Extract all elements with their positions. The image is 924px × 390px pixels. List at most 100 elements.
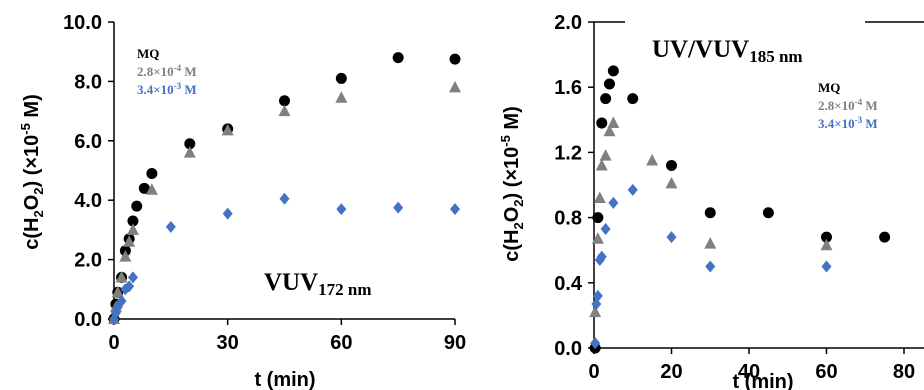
legend-3-unit: M: [862, 116, 878, 131]
chart-title: UV/VUV185 nm: [652, 36, 803, 66]
y-label-part-2: O: [501, 207, 523, 223]
y-label-sup: -5: [18, 123, 33, 135]
y-tick-label: 0.8: [554, 208, 582, 230]
legend: MQ 2.8×10-4 M 3.4×10-3 M: [818, 80, 878, 131]
x-tick-label: 90: [444, 332, 466, 354]
y-label-sub-1: 2: [511, 222, 526, 229]
data-point-diamond: [590, 337, 601, 350]
title-sub: 185 nm: [749, 47, 802, 66]
data-point-circle: [279, 95, 290, 107]
legend-2-base: 2.8×10: [137, 64, 174, 79]
x-tick-label: 60: [330, 332, 352, 354]
data-point-diamond: [336, 203, 347, 216]
y-tick-label: 1.6: [554, 77, 582, 99]
legend-2-sup: -4: [855, 97, 863, 107]
title-main: UV/VUV: [652, 36, 749, 63]
chart-title: VUV172 nm: [264, 269, 372, 299]
data-point-triangle: [123, 235, 136, 247]
data-point-circle: [666, 159, 677, 171]
chart-uv-vuv-185: c(H2O2) (×10-5 M) 0.00.40.81.21.62.0 0 20…: [498, 12, 924, 390]
data-point-triangle: [591, 232, 604, 244]
legend-item-mq: MQ: [137, 46, 159, 61]
y-label-sub-1: 2: [31, 210, 46, 217]
data-point-circle: [821, 231, 832, 243]
x-tick-label: 20: [660, 361, 682, 383]
data-point-circle: [592, 212, 604, 224]
y-label-part-1: c(H: [501, 230, 523, 262]
x-tick-label: 80: [893, 361, 915, 383]
data-point-circle: [131, 200, 143, 212]
x-tick-label: 60: [815, 361, 837, 383]
data-point-diamond: [596, 250, 607, 263]
legend-item-2.8e-4: 2.8×10-4 M: [137, 63, 197, 79]
legend-3-sup: -3: [174, 81, 182, 91]
y-axis-label: c(H2O2) (×10-5 M): [498, 106, 526, 262]
data-point-circle: [335, 72, 347, 84]
data-point-triangle: [704, 237, 717, 249]
data-point-diamond: [666, 231, 677, 244]
data-point-diamond: [591, 297, 602, 310]
legend-2-unit: M: [181, 64, 197, 79]
data-point-triangle: [183, 146, 196, 158]
legend-item-2.8e-4: 2.8×10-4 M: [818, 97, 878, 113]
data-point-diamond: [608, 196, 619, 209]
y-label-part-1: c(H: [21, 218, 43, 250]
x-tick-label: 0: [588, 361, 599, 383]
data-point-diamond: [821, 260, 832, 273]
y-tick-label: 0.0: [74, 309, 102, 331]
data-point-triangle: [820, 238, 833, 251]
data-point-triangle: [111, 285, 124, 298]
data-point-triangle: [335, 91, 348, 103]
data-point-triangle: [603, 124, 616, 137]
y-label-unit: M): [501, 106, 523, 135]
y-tick-label: 2.0: [554, 12, 582, 34]
legend-3-sup: -3: [855, 115, 863, 125]
legend-3-unit: M: [181, 82, 197, 97]
y-tick-label: 8.0: [74, 71, 102, 93]
title-sub: 172 nm: [318, 280, 371, 299]
data-point-diamond: [165, 220, 176, 233]
data-point-triangle: [607, 116, 620, 129]
legend-2-base: 2.8×10: [818, 98, 855, 113]
y-label-part-3: ) (×10: [501, 147, 523, 200]
data-point-circle: [184, 138, 196, 150]
data-point-circle: [762, 207, 774, 219]
y-label-sup: -5: [498, 135, 513, 147]
data-point-triangle: [221, 123, 234, 136]
data-point-triangle: [119, 250, 132, 262]
data-point-diamond: [124, 280, 135, 293]
data-point-circle: [146, 167, 158, 179]
data-point-diamond: [450, 203, 460, 216]
y-tick-label: 2.0: [74, 250, 102, 272]
data-point-circle: [596, 117, 608, 129]
data-point-circle: [600, 93, 612, 105]
x-tick-label: 30: [217, 332, 239, 354]
legend: MQ 2.8×10-4 M 3.4×10-3 M: [137, 46, 197, 97]
y-label-sub-2: 2: [31, 188, 46, 195]
data-point-triangle: [278, 104, 291, 117]
data-point-triangle: [449, 80, 461, 93]
data-point-triangle: [145, 183, 158, 195]
y-axis-label: c(H2O2) (×10-5 M): [18, 94, 46, 250]
data-point-circle: [392, 52, 404, 64]
y-label-part-2: O: [21, 195, 43, 211]
data-point-diamond: [592, 289, 603, 302]
legend-item-3.4e-3: 3.4×10-3 M: [137, 81, 197, 97]
y-tick-label: 10.0: [63, 12, 102, 34]
data-point-diamond: [222, 207, 233, 220]
data-point-diamond: [627, 183, 638, 196]
data-point-circle: [138, 182, 150, 194]
legend-2-unit: M: [862, 98, 878, 113]
data-point-circle: [604, 78, 615, 90]
data-point-triangle: [599, 149, 612, 161]
data-point-circle: [607, 65, 619, 77]
legend-2-sup: -4: [174, 63, 182, 73]
x-tick-label: 0: [108, 332, 119, 354]
y-label-unit: M): [21, 94, 43, 123]
data-point-circle: [879, 231, 891, 243]
data-point-triangle: [115, 270, 128, 283]
data-point-triangle: [646, 154, 659, 166]
y-tick-label: 4.0: [74, 190, 102, 212]
legend-item-3.4e-3: 3.4×10-3 M: [818, 115, 878, 131]
